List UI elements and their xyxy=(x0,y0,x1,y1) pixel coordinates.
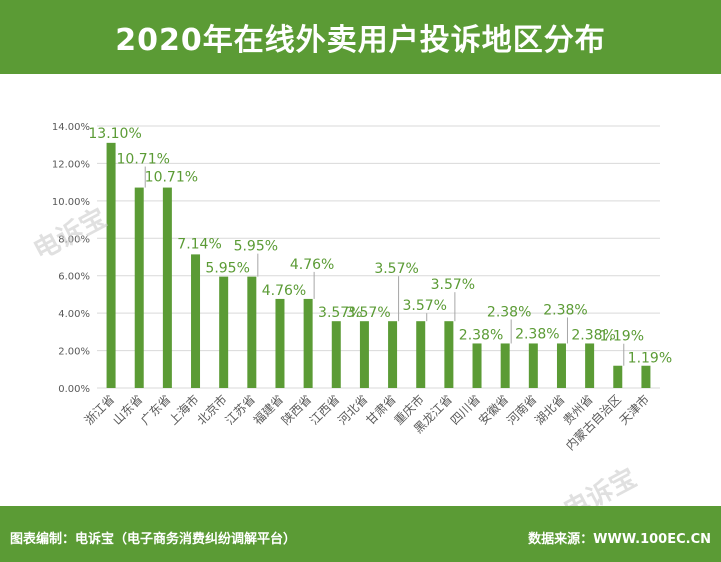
x-tick-label: 河北省 xyxy=(335,392,370,427)
x-tick-label: 广东省 xyxy=(138,392,173,427)
bar xyxy=(303,298,313,388)
x-tick-label: 安徽省 xyxy=(475,392,511,428)
x-tick-label: 河南省 xyxy=(503,392,539,428)
bar xyxy=(388,321,398,388)
x-tick-label: 陕西省 xyxy=(278,392,314,428)
data-label: 4.76% xyxy=(262,283,306,299)
bar xyxy=(556,343,566,388)
bar xyxy=(275,298,285,388)
bar xyxy=(500,343,510,388)
x-tick-label: 福建省 xyxy=(250,392,286,428)
data-label: 1.19% xyxy=(628,351,672,367)
y-tick-label: 8.00% xyxy=(58,234,90,245)
data-label: 3.57% xyxy=(431,277,475,293)
data-label: 1.19% xyxy=(600,329,644,345)
data-label: 3.57% xyxy=(402,298,446,314)
x-tick-label: 江苏省 xyxy=(223,392,258,427)
x-tick-label: 上海市 xyxy=(166,392,202,428)
data-label: 3.57% xyxy=(346,305,390,321)
y-tick-label: 6.00% xyxy=(58,272,90,283)
bar-chart: 0.00% 2.00% 4.00% 6.00% 8.00% 10.00% 12.00% 14.… xyxy=(52,122,672,453)
data-label: 10.71% xyxy=(117,152,170,168)
x-tick-label: 江西省 xyxy=(307,392,342,427)
bar xyxy=(162,187,172,388)
bar xyxy=(331,321,341,388)
data-label: 7.14% xyxy=(177,236,221,252)
data-label: 2.38% xyxy=(459,327,503,343)
footer-credit: 图表编制：电诉宝（电子商务消费纠纷调解平台） xyxy=(10,532,297,547)
x-tick-label: 北京市 xyxy=(194,392,230,428)
data-label: 2.38% xyxy=(543,302,587,318)
bar xyxy=(613,365,623,388)
x-tick-label: 山东省 xyxy=(110,392,145,427)
y-tick-label: 10.00% xyxy=(52,197,90,208)
data-label: 3.57% xyxy=(318,305,362,321)
bar xyxy=(106,142,116,388)
y-tick-label: 14.00% xyxy=(52,122,90,133)
x-tick-label: 天津市 xyxy=(616,392,652,428)
data-label: 5.95% xyxy=(234,239,278,255)
data-label: 5.95% xyxy=(205,261,249,277)
y-tick-label: 2.00% xyxy=(58,347,90,358)
bar xyxy=(444,321,454,388)
data-label: 13.10% xyxy=(88,126,141,142)
data-label: 3.57% xyxy=(374,261,418,277)
x-tick-label: 甘肃省 xyxy=(363,392,398,427)
bar xyxy=(528,343,538,388)
x-tick-label: 四川省 xyxy=(448,392,483,427)
data-label: 10.71% xyxy=(145,170,198,186)
data-label: 4.76% xyxy=(290,257,334,273)
bar xyxy=(585,343,595,388)
header-bar: 2020年在线外卖用户投诉地区分布 xyxy=(0,0,721,74)
data-label: 2.38% xyxy=(487,304,531,320)
y-tick-label: 12.00% xyxy=(52,159,90,170)
bar xyxy=(191,254,201,388)
data-label: 2.38% xyxy=(515,326,559,342)
bar xyxy=(359,321,369,388)
bar xyxy=(247,276,257,388)
x-tick-label: 湖北省 xyxy=(532,392,568,428)
chart-title: 2020年在线外卖用户投诉地区分布 xyxy=(115,23,606,58)
y-tick-label: 0.00% xyxy=(58,384,90,395)
footer-source: 数据来源：WWW.100EC.CN xyxy=(528,532,711,547)
x-tick-label: 浙江省 xyxy=(82,392,117,427)
bar xyxy=(641,365,651,388)
bar xyxy=(219,276,229,388)
chart-area: 0.00% 2.00% 4.00% 6.00% 8.00% 10.00% 12.00% 14.… xyxy=(0,74,721,526)
bar xyxy=(134,187,144,388)
y-tick-label: 4.00% xyxy=(58,309,90,320)
footer-bar: 图表编制：电诉宝（电子商务消费纠纷调解平台） 数据来源：WWW.100EC.CN xyxy=(0,506,721,562)
bar xyxy=(416,321,426,388)
bar xyxy=(472,343,482,388)
data-label: 2.38% xyxy=(571,327,615,343)
